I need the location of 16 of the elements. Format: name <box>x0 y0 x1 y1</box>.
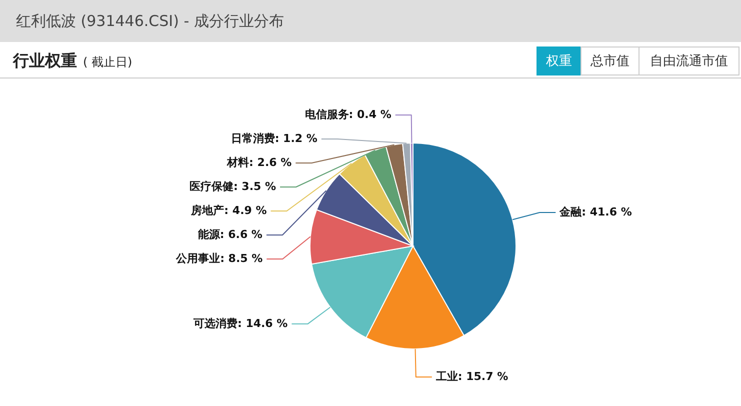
slice-label: 医疗保健: 3.5 % <box>189 180 276 194</box>
text: 行业权重 <box>12 51 77 70</box>
slice-label: 日常消费: 1.2 % <box>230 132 318 146</box>
slice-label: 电信服务: 0.4 % <box>304 108 392 122</box>
slice-label: 材料: 2.6 % <box>226 156 292 170</box>
text: 自由流通市值 <box>650 53 728 69</box>
slice-label: 工业: 15.7 % <box>434 370 508 383</box>
text: 权重 <box>545 54 572 69</box>
slice-label: 房地产: 4.9 % <box>190 204 267 218</box>
text: 总市值 <box>590 54 630 69</box>
chart-title: 红利低波 (931446.CSI) - 成分行业分布 <box>16 12 284 30</box>
slice-label: 可选消费: 14.6 % <box>192 316 288 330</box>
slice-label: 金融: 41.6 % <box>558 205 632 218</box>
text: ( 截止日) <box>83 55 132 69</box>
slice-label: 能源: 6.6 % <box>198 228 262 242</box>
slice-label: 公用事业: 8.5 % <box>175 252 263 266</box>
